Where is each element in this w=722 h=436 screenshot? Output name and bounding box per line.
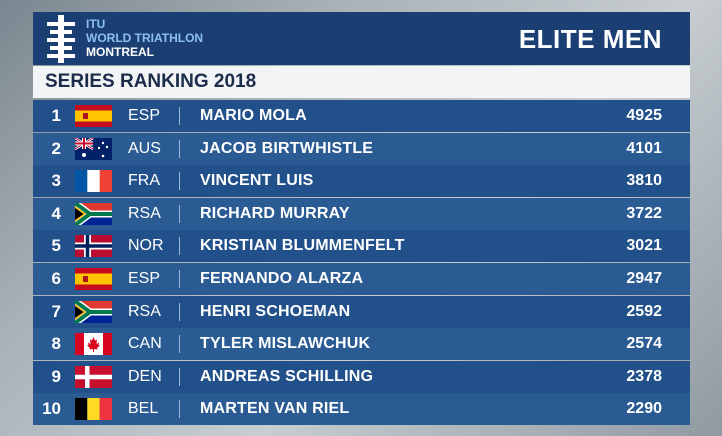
separator (179, 302, 180, 321)
points: 2378 (626, 367, 662, 385)
rank: 1 (51, 106, 61, 125)
country-code: FRA (128, 172, 160, 190)
athlete-name: TYLER MISLAWCHUK (200, 335, 371, 353)
header-bar: ITU WORLD TRIATHLON MONTREAL ELITE MEN (33, 12, 690, 65)
table-row: 1 ESP MARIO MOLA 4925 (33, 100, 690, 132)
flag (75, 398, 112, 421)
athlete-name: HENRI SCHOEMAN (200, 302, 351, 320)
brand-line: WORLD TRIATHLON (86, 31, 204, 45)
separator (179, 270, 180, 288)
rank: 8 (51, 334, 61, 354)
country-code: NOR (128, 237, 164, 255)
country-code: ESP (128, 270, 161, 287)
rank: 6 (51, 269, 61, 288)
separator (179, 107, 180, 125)
points: 3021 (626, 237, 662, 255)
flag (75, 170, 112, 193)
table-row: 4 RSA RICHARD MURRAY 3722 (33, 197, 690, 230)
table-row: 7 RSA HENRI SCHOEMAN 2592 (33, 295, 690, 328)
rank: 4 (51, 203, 61, 223)
flag (75, 235, 112, 258)
points: 2947 (626, 270, 662, 287)
points: 2574 (626, 335, 662, 353)
rank: 10 (42, 399, 61, 419)
athlete-name: JACOB BIRTWHISTLE (200, 139, 374, 157)
athlete-name: KRISTIAN BLUMMENFELT (200, 237, 405, 255)
rank: 5 (51, 236, 61, 256)
athlete-name: VINCENT LUIS (200, 172, 314, 190)
flag (75, 202, 112, 225)
country-code: AUS (128, 139, 161, 157)
points: 2290 (626, 400, 662, 418)
table-row: 3 FRA VINCENT LUIS 3810 (33, 165, 690, 198)
separator (179, 204, 180, 223)
table-row: 9 DEN ANDREAS SCHILLING 2378 (33, 360, 690, 393)
flag (75, 365, 112, 388)
points: 3722 (626, 204, 662, 222)
table-row: 8 CAN TYLER MISLAWCHUK 2574 (33, 328, 690, 361)
country-code: RSA (128, 204, 161, 222)
country-code: CAN (128, 335, 162, 353)
brand-line: MONTREAL (86, 45, 154, 59)
subtitle-bar: SERIES RANKING 2018 (33, 66, 690, 98)
country-code: ESP (128, 107, 161, 124)
separator (179, 335, 180, 354)
table-row: 10 BEL MARTEN VAN RIEL 2290 (33, 393, 690, 426)
rank: 7 (51, 301, 61, 321)
table-row: 6 ESP FERNANDO ALARZA 2947 (33, 263, 690, 295)
subtitle: SERIES RANKING 2018 (45, 71, 257, 92)
country-code: BEL (128, 400, 159, 418)
athlete-name: MARTEN VAN RIEL (200, 400, 350, 418)
points: 2592 (626, 302, 662, 320)
athlete-name: RICHARD MURRAY (200, 204, 350, 222)
logo (47, 15, 75, 63)
flag (75, 268, 112, 290)
flag (75, 300, 112, 323)
athlete-name: FERNANDO ALARZA (200, 270, 364, 287)
title: ELITE MEN (518, 24, 662, 54)
country-code: DEN (128, 367, 162, 385)
separator (179, 237, 180, 256)
flag (75, 137, 112, 160)
athlete-name: MARIO MOLA (200, 107, 307, 124)
separator (179, 172, 180, 191)
flag (75, 333, 112, 356)
rank: 2 (51, 138, 61, 158)
table-row: 5 NOR KRISTIAN BLUMMENFELT 3021 (33, 230, 690, 263)
points: 4101 (626, 139, 662, 157)
separator (179, 139, 180, 158)
rank: 3 (51, 171, 61, 191)
country-code: RSA (128, 302, 161, 320)
points: 3810 (626, 172, 662, 190)
separator (179, 367, 180, 386)
athlete-name: ANDREAS SCHILLING (200, 367, 374, 385)
points: 4925 (626, 107, 662, 124)
separator (179, 400, 180, 419)
rank: 9 (51, 366, 61, 386)
brand-line: ITU (86, 17, 106, 31)
flag (75, 105, 112, 127)
table-row: 2 AUS JACOB BIRTWHISTLE 4101 (33, 132, 690, 165)
